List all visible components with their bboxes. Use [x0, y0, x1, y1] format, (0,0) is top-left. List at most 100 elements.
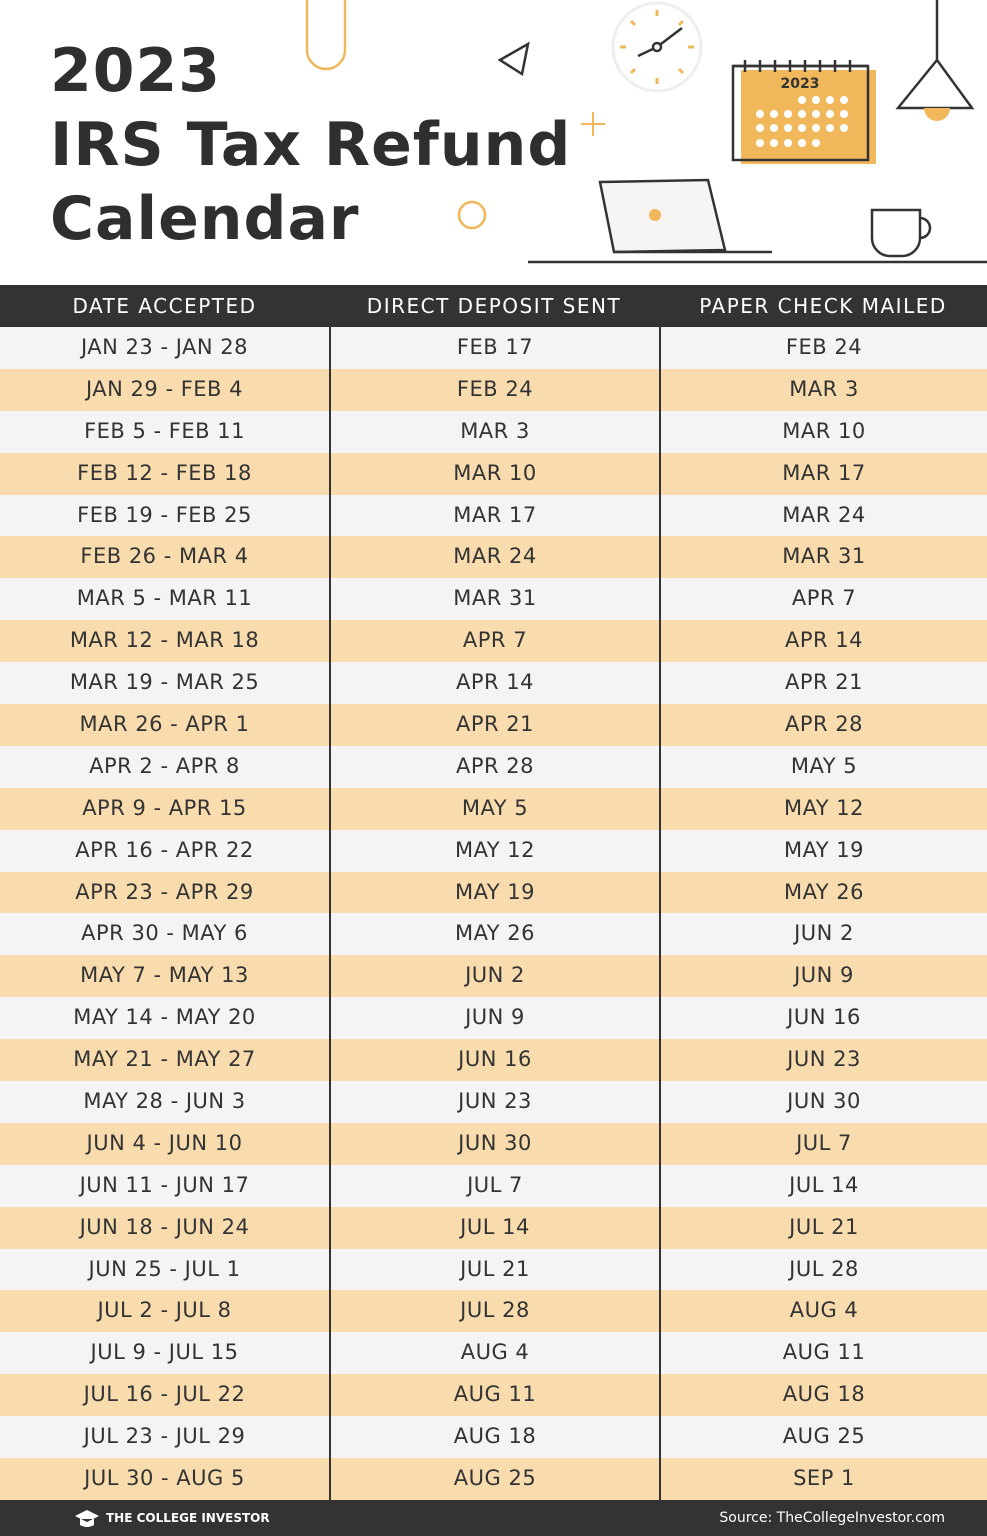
table-cell: MAY 19 [659, 829, 987, 872]
table-cell: JUL 16 - JUL 22 [83, 1382, 246, 1407]
table-cell: APR 7 [329, 620, 659, 663]
table-cell: JUL 28 [329, 1290, 659, 1333]
table-cell: JUL 7 [659, 1122, 987, 1165]
logo-icon [75, 1510, 99, 1527]
table-cell: JUN 2 [659, 913, 987, 956]
table-cell: FEB 12 - FEB 18 [77, 460, 252, 485]
table-row: APR 23 - APR 29 MAY 19 MAY 26 [0, 871, 987, 914]
table-cell: JUN 30 [659, 1081, 987, 1123]
table-row: MAR 26 - APR 1 APR 21 APR 28 [0, 704, 987, 746]
table-cell: MAR 12 - MAR 18 [69, 628, 260, 653]
table-row: MAR 19 - MAR 25 APR 14 APR 21 [0, 662, 987, 705]
table-row: APR 16 - APR 22 MAY 12 MAY 19 [0, 829, 987, 872]
table-cell: JUN 16 [659, 997, 987, 1040]
table-cell: FEB 17 [329, 327, 659, 369]
table-row: JUL 30 - AUG 5 AUG 25 SEP 1 [0, 1458, 987, 1500]
table-cell: AUG 11 [329, 1374, 659, 1417]
table-cell: FEB 24 [659, 327, 987, 369]
table-cell: JUL 30 - AUG 5 [84, 1466, 245, 1491]
table-row: FEB 5 - FEB 11 MAR 3 MAR 10 [0, 410, 987, 453]
table-cell: AUG 4 [329, 1332, 659, 1375]
table-row: MAY 14 - MAY 20 JUN 9 JUN 16 [0, 997, 987, 1040]
table-cell: MAY 12 [329, 829, 659, 872]
table-cell: JUL 21 [329, 1248, 659, 1291]
table-cell: APR 23 - APR 29 [75, 879, 254, 904]
table-cell: AUG 11 [659, 1332, 987, 1375]
table-cell: MAY 21 - MAY 27 [73, 1047, 256, 1072]
table-cell: MAR 3 [329, 410, 659, 453]
column-header: PAPER CHECK MAILED [699, 294, 947, 318]
table-row: JUL 2 - JUL 8 JUL 28 AUG 4 [0, 1290, 987, 1333]
source: Source: TheCollegeInvestor.com [719, 1510, 945, 1526]
table-row: JUN 25 - JUL 1 JUL 21 JUL 28 [0, 1248, 987, 1291]
table-row: FEB 19 - FEB 25 MAR 17 MAR 24 [0, 494, 987, 537]
footer: THE COLLEGE INVESTOR Source: TheCollegeI… [0, 1500, 987, 1536]
title-line: 2023 [50, 36, 221, 106]
table-cell: MAY 28 - JUN 3 [83, 1089, 246, 1114]
table-cell: APR 2 - APR 8 [89, 753, 240, 778]
table-cell: JUN 23 [329, 1081, 659, 1123]
table-cell: APR 14 [659, 620, 987, 663]
table-row: MAY 21 - MAY 27 JUN 16 JUN 23 [0, 1039, 987, 1082]
table-cell: JUL 2 - JUL 8 [97, 1298, 232, 1323]
table-cell: MAR 19 - MAR 25 [69, 670, 260, 695]
table-cell: JUN 18 - JUN 24 [79, 1214, 250, 1239]
table-cell: MAY 26 [659, 871, 987, 914]
table-cell: APR 21 [659, 662, 987, 705]
column-header: DATE ACCEPTED [72, 294, 257, 318]
table-row: MAY 7 - MAY 13 JUN 2 JUN 9 [0, 955, 987, 998]
table-cell: MAR 24 [329, 536, 659, 579]
table-row: APR 9 - APR 15 MAY 5 MAY 12 [0, 787, 987, 830]
table-cell: MAY 12 [659, 787, 987, 830]
table-row: JAN 29 - FEB 4 FEB 24 MAR 3 [0, 368, 987, 411]
table-cell: MAY 5 [659, 745, 987, 788]
table-cell: APR 7 [659, 578, 987, 621]
table-cell: JUN 25 - JUL 1 [88, 1256, 241, 1281]
table-row: JUN 11 - JUN 17 JUL 7 JUL 14 [0, 1164, 987, 1207]
table-cell: JUN 30 [329, 1122, 659, 1165]
table-cell: MAR 31 [659, 536, 987, 579]
table-row: FEB 12 - FEB 18 MAR 10 MAR 17 [0, 452, 987, 495]
table-cell: AUG 18 [659, 1374, 987, 1417]
table-row: JUL 9 - JUL 15 AUG 4 AUG 11 [0, 1332, 987, 1375]
column-header: DIRECT DEPOSIT SENT [366, 294, 622, 318]
table-cell: APR 28 [329, 745, 659, 788]
table-cell: MAR 24 [659, 494, 987, 537]
table-cell: AUG 18 [329, 1416, 659, 1459]
table-row: MAR 5 - MAR 11 MAR 31 APR 7 [0, 578, 987, 621]
brand: THE COLLEGE INVESTOR [106, 1511, 270, 1525]
table-cell: JAN 29 - FEB 4 [85, 376, 243, 401]
table-header: DATE ACCEPTED DIRECT DEPOSIT SENT PAPER CH… [0, 285, 987, 327]
table-cell: JUN 11 - JUN 17 [79, 1172, 250, 1197]
illustration: 2023 [305, 0, 987, 264]
table-cell: MAR 10 [329, 452, 659, 495]
table-cell: JUL 28 [659, 1248, 987, 1291]
table-row: JAN 23 - JAN 28 FEB 17 FEB 24 [0, 327, 987, 369]
table-cell: MAY 7 - MAY 13 [80, 963, 249, 988]
table-cell: APR 16 - APR 22 [75, 837, 254, 862]
table-cell: JAN 23 - JAN 28 [80, 335, 249, 359]
table-cell: APR 14 [329, 662, 659, 705]
table-cell: JUN 9 [659, 955, 987, 998]
table-cell: JUN 2 [329, 955, 659, 998]
table-row: APR 2 - APR 8 APR 28 MAY 5 [0, 745, 987, 788]
table-row: APR 30 - MAY 6 MAY 26 JUN 2 [0, 913, 987, 956]
table-cell: AUG 4 [659, 1290, 987, 1333]
table-cell: JUN 9 [329, 997, 659, 1040]
table-cell: AUG 25 [329, 1458, 659, 1500]
table-row: MAR 12 - MAR 18 APR 7 APR 14 [0, 620, 987, 663]
table-cell: MAR 10 [659, 410, 987, 453]
title-line: Calendar [50, 184, 360, 254]
title-line: IRS Tax Refund [50, 110, 572, 180]
table-cell: JUL 23 - JUL 29 [83, 1424, 246, 1449]
table-cell: SEP 1 [659, 1458, 987, 1500]
table-cell: FEB 19 - FEB 25 [77, 502, 252, 527]
table-row: JUL 23 - JUL 29 AUG 18 AUG 25 [0, 1416, 987, 1459]
table-cell: APR 30 - MAY 6 [81, 921, 248, 946]
table-cell: JUN 23 [659, 1039, 987, 1082]
table-body: JAN 23 - JAN 28 FEB 17 FEB 24 JAN 29 - FEB … [0, 327, 987, 1500]
table-cell: MAR 17 [329, 494, 659, 537]
table-cell: JUL 14 [329, 1206, 659, 1249]
table-cell: APR 28 [659, 704, 987, 746]
